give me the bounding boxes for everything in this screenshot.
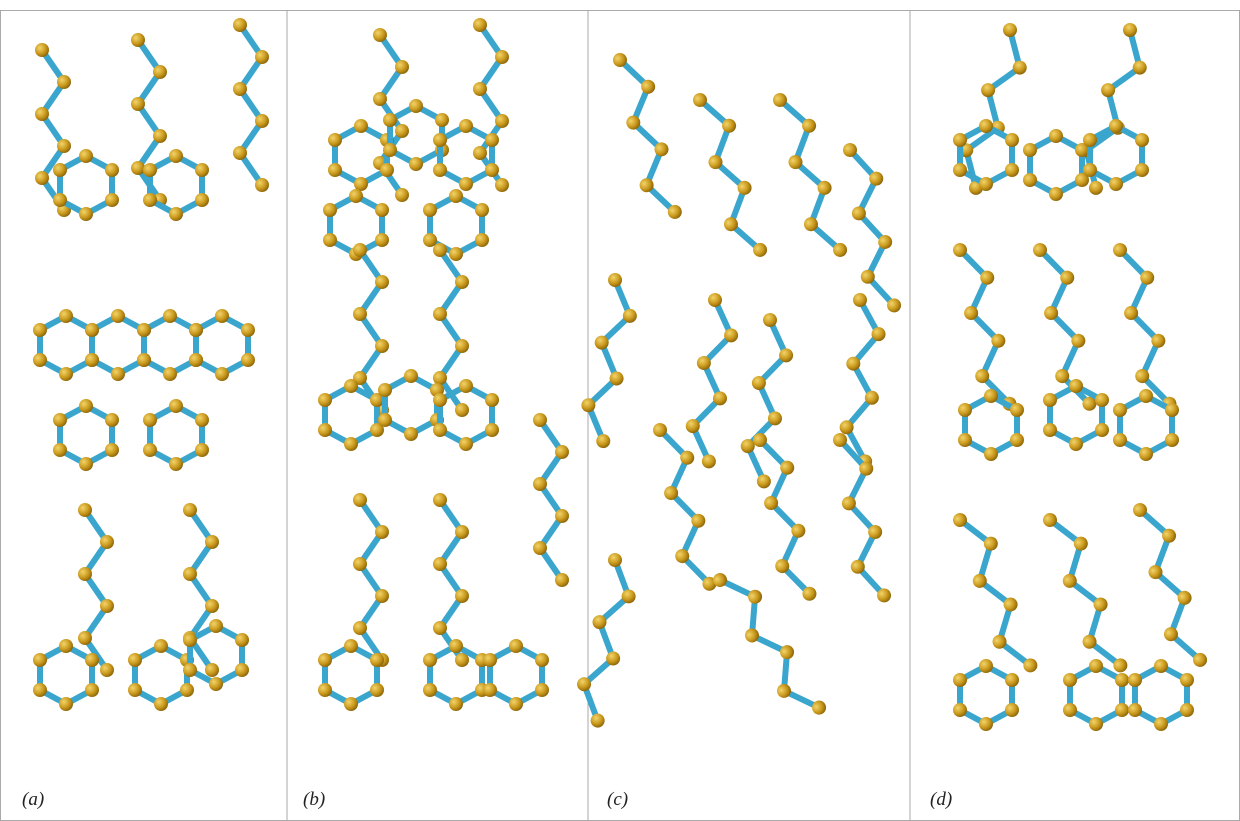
chain: [1112, 238, 1178, 416]
chain: [652, 418, 718, 596]
ring: [328, 119, 394, 191]
chain: [573, 272, 644, 450]
chain: [35, 43, 71, 217]
ring: [483, 639, 549, 711]
chain: [679, 292, 745, 470]
panel-label: (b): [303, 789, 325, 810]
ring: [1043, 379, 1109, 451]
chain: [568, 552, 645, 730]
chain: [772, 86, 849, 264]
ring: [1023, 129, 1089, 201]
ring: [128, 639, 194, 711]
ring: [318, 379, 384, 451]
chain: [612, 47, 683, 225]
structure-c: [568, 47, 902, 729]
chain: [233, 18, 269, 192]
page: {"figure": {"panels": [{"label": "(a)"},…: [0, 0, 1240, 821]
chain: [1132, 496, 1209, 674]
chain: [842, 139, 902, 316]
chain: [692, 86, 769, 264]
chain: [752, 428, 818, 606]
ring: [953, 659, 1019, 731]
ring: [189, 309, 255, 381]
panel-label: (d): [930, 789, 952, 810]
chain: [433, 493, 469, 667]
ring: [143, 399, 209, 471]
chain: [78, 503, 114, 677]
chain: [1041, 504, 1129, 681]
ring: [1128, 659, 1194, 731]
chain: [710, 559, 828, 728]
ring: [53, 399, 119, 471]
figure: (a) (b) (c) (d): [0, 0, 1240, 821]
ring: [423, 189, 489, 261]
structure-a: [33, 18, 269, 711]
ring: [423, 639, 489, 711]
structure-b: [318, 18, 569, 711]
panel-label: (c): [607, 789, 628, 810]
chain: [353, 493, 389, 667]
ring: [33, 639, 99, 711]
panel-label: (a): [22, 789, 44, 810]
ring: [143, 149, 209, 221]
chain: [951, 504, 1039, 681]
chain: [533, 413, 569, 587]
structure-d: [946, 21, 1208, 731]
ring: [953, 119, 1019, 191]
chain: [952, 238, 1018, 416]
